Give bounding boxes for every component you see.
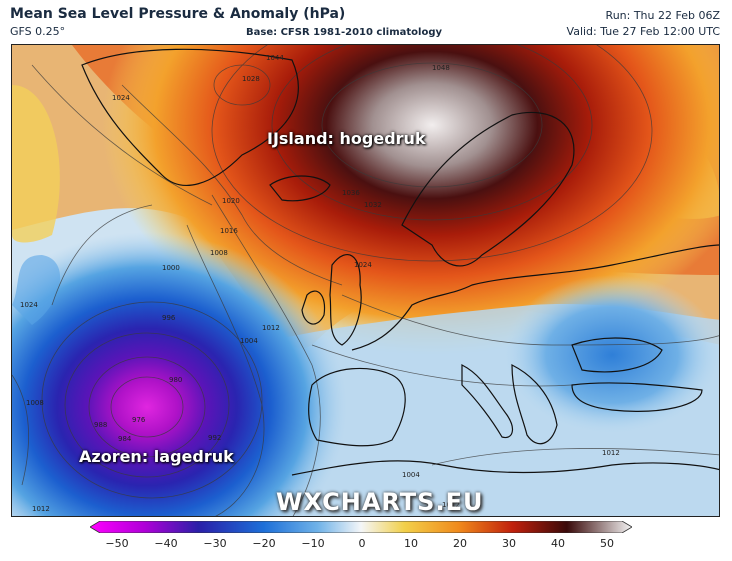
low-pressure-core (12, 45, 719, 516)
isobar-label: 1008 (210, 249, 228, 257)
isobar-label: 1012 (32, 505, 50, 513)
isobar-label: 1004 (240, 337, 258, 345)
isobar-label: 1012 (442, 501, 460, 509)
colorbar (90, 521, 632, 533)
low-pressure-annotation: Azoren: lagedruk (79, 447, 234, 466)
isobar-label: 1028 (242, 75, 260, 83)
watermark: WXCHARTS.EU (276, 488, 484, 516)
colorbar-tick-label: −30 (203, 537, 227, 550)
coastlines (81, 48, 719, 476)
isobar-label: 988 (94, 421, 107, 429)
colorbar-tick-label: 40 (551, 537, 565, 550)
isobar-label: 1020 (222, 197, 240, 205)
climatology-base: Base: CFSR 1981-2010 climatology (246, 27, 443, 38)
isobar-label: 984 (118, 435, 132, 443)
isobar-label: 976 (132, 416, 146, 424)
isobar-label: 980 (169, 376, 182, 384)
isobar-label: 996 (162, 314, 176, 322)
colorbar-tick-label: −40 (154, 537, 178, 550)
chart-title: Mean Sea Level Pressure & Anomaly (hPa) (10, 6, 346, 22)
isobar-label: 1012 (602, 449, 620, 457)
colorbar-tick-label: 10 (404, 537, 418, 550)
isobar-label: 1048 (432, 64, 450, 72)
high-pressure-annotation: IJsland: hogedruk (267, 129, 426, 148)
isobar-labels: 1028 1044 1048 1024 1020 1016 1008 1000 … (20, 54, 620, 513)
isobar-label: 1008 (26, 399, 44, 407)
isobar-label: 1000 (162, 264, 180, 272)
isobar-label: 1012 (262, 324, 280, 332)
colorbar-tick-label: −50 (105, 537, 129, 550)
colorbar-tick-label: 0 (358, 537, 366, 550)
isobars (12, 45, 719, 516)
isobar-label: 1024 (354, 261, 372, 269)
colorbar-tick-label: 20 (453, 537, 467, 550)
run-time: Run: Thu 22 Feb 06Z (605, 9, 720, 22)
pressure-anomaly-map: 1028 1044 1048 1024 1020 1016 1008 1000 … (11, 44, 720, 517)
isobar-label: 1024 (20, 301, 38, 309)
colorbar-gradient (90, 521, 632, 533)
cold-patch-west (12, 255, 61, 325)
colorbar-tick-label: 50 (600, 537, 614, 550)
colorbar-tick-label: −20 (252, 537, 276, 550)
colorbar-tick-label: −10 (301, 537, 325, 550)
isobar-label: 1004 (402, 471, 420, 479)
model-name: GFS 0.25° (10, 25, 66, 38)
isobar-label: 1024 (112, 94, 130, 102)
isobar-label: 1044 (266, 54, 284, 62)
isobar-label: 992 (208, 434, 221, 442)
map-canvas: 1028 1044 1048 1024 1020 1016 1008 1000 … (12, 45, 719, 516)
colorbar-tick-label: 30 (502, 537, 516, 550)
valid-time: Valid: Tue 27 Feb 12:00 UTC (566, 25, 720, 38)
isobar-label: 1036 (342, 189, 360, 197)
isobar-label: 1016 (220, 227, 238, 235)
isobar-label: 1032 (364, 201, 382, 209)
